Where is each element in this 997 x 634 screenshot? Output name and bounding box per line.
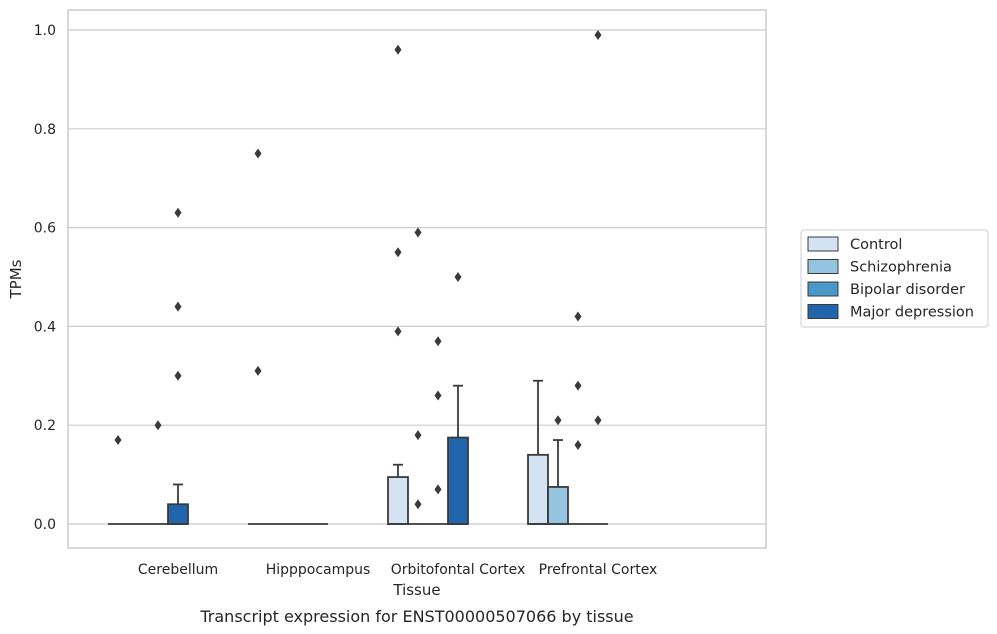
outlier-point <box>174 207 182 218</box>
outlier-point <box>394 44 402 55</box>
legend: Control Schizophrenia Bipolar disorder Majo… <box>800 229 989 328</box>
x-tick-labels: Cerebellum Hipppocampus Orbitofontal Corte… <box>138 562 657 578</box>
outlier-point <box>454 272 462 282</box>
legend-label: Major depression <box>850 305 974 321</box>
outlier-point <box>594 29 602 40</box>
box <box>387 463 409 525</box>
outlier-point <box>394 247 402 258</box>
outlier-point <box>574 311 582 322</box>
outlier-point <box>114 435 122 446</box>
outlier-point <box>554 415 562 426</box>
outlier-points <box>114 29 602 510</box>
y-tick-label: 0.4 <box>34 319 56 335</box>
outlier-point <box>434 390 442 401</box>
iqr-box <box>167 503 189 525</box>
outlier-point <box>414 430 422 441</box>
outlier-point <box>434 336 442 347</box>
outlier-point <box>414 227 422 238</box>
legend-swatch <box>807 304 839 319</box>
legend-swatch <box>807 236 839 252</box>
box <box>167 483 189 525</box>
legend-label: Schizophrenia <box>850 260 952 276</box>
y-tick-label: 0.6 <box>34 221 56 237</box>
outlier-point <box>594 415 602 426</box>
y-tick-labels: 0.0 0.2 0.4 0.6 0.8 1.0 <box>34 23 56 533</box>
x-tick-label: Orbitofontal Cortex <box>391 562 526 578</box>
box <box>447 384 469 525</box>
outlier-point <box>574 439 582 450</box>
x-axis-label: Tissue <box>392 581 440 599</box>
x-tick-label: Prefrontal Cortex <box>539 562 658 578</box>
outlier-point <box>174 301 182 312</box>
legend-frame <box>800 229 989 328</box>
legend-label: Bipolar disorder <box>850 282 965 298</box>
legend-label: Control <box>850 237 902 253</box>
box <box>527 379 549 525</box>
legend-items: Control Schizophrenia Bipolar disorder Majo… <box>807 236 974 321</box>
legend-swatch <box>807 259 839 274</box>
outlier-point <box>254 365 262 376</box>
chart-caption: Transcript expression for ENST0000050706… <box>199 607 633 626</box>
y-tick-label: 0.2 <box>34 418 56 434</box>
outlier-point <box>394 326 402 337</box>
plot-area-frame <box>67 9 767 549</box>
iqr-box <box>527 453 549 525</box>
iqr-box <box>447 436 469 525</box>
outlier-point <box>574 380 582 391</box>
iqr-box <box>387 476 409 525</box>
outlier-point <box>254 148 262 159</box>
outlier-point <box>154 420 162 431</box>
y-axis-label: TPMs <box>7 259 25 299</box>
legend-swatch <box>807 281 839 297</box>
outlier-point <box>174 370 182 381</box>
box-plots <box>108 379 608 525</box>
outlier-point <box>434 484 442 495</box>
y-tick-label: 1.0 <box>34 23 56 39</box>
box <box>547 439 569 525</box>
outlier-point <box>414 499 422 510</box>
y-tick-label: 0.0 <box>34 517 56 533</box>
y-tick-label: 0.8 <box>34 122 56 138</box>
x-tick-label: Hipppocampus <box>266 562 371 578</box>
x-tick-label: Cerebellum <box>138 562 218 578</box>
iqr-box <box>547 486 569 525</box>
